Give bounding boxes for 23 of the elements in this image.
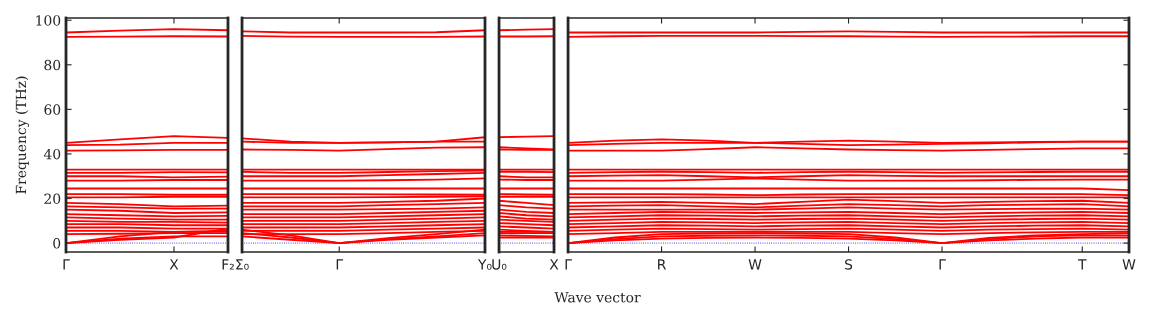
x-tick-label: F₂ [222, 259, 234, 270]
y-tick-label: 20 [44, 193, 61, 204]
x-tick-label: U₀ [492, 259, 507, 270]
x-tick-label: R [658, 259, 666, 270]
x-tick-label: X [169, 259, 179, 270]
y-tick-label: 60 [44, 104, 61, 115]
x-tick-label: Γ [336, 259, 343, 270]
x-tick-label: Γ [939, 259, 946, 270]
y-tick-label: 100 [36, 15, 61, 26]
y-tick-label: 40 [43, 148, 61, 160]
y-axis-title: Frequency (THz) [15, 76, 30, 194]
x-tick-label: S [845, 259, 853, 270]
x-tick-label: W [748, 259, 762, 270]
x-tick-label: Γ [565, 259, 572, 270]
y-tick-label: 80 [44, 59, 61, 71]
x-tick-label: X [549, 259, 559, 270]
x-tick-label: T [1077, 259, 1087, 270]
y-tick-label: 0 [53, 238, 61, 249]
x-tick-label: Y₀ [477, 259, 492, 270]
x-tick-label: Γ [63, 259, 70, 270]
x-tick-label: Σ₀ [236, 259, 249, 270]
x-tick-label: W [1122, 259, 1136, 270]
x-axis-title: Wave vector [554, 292, 641, 303]
